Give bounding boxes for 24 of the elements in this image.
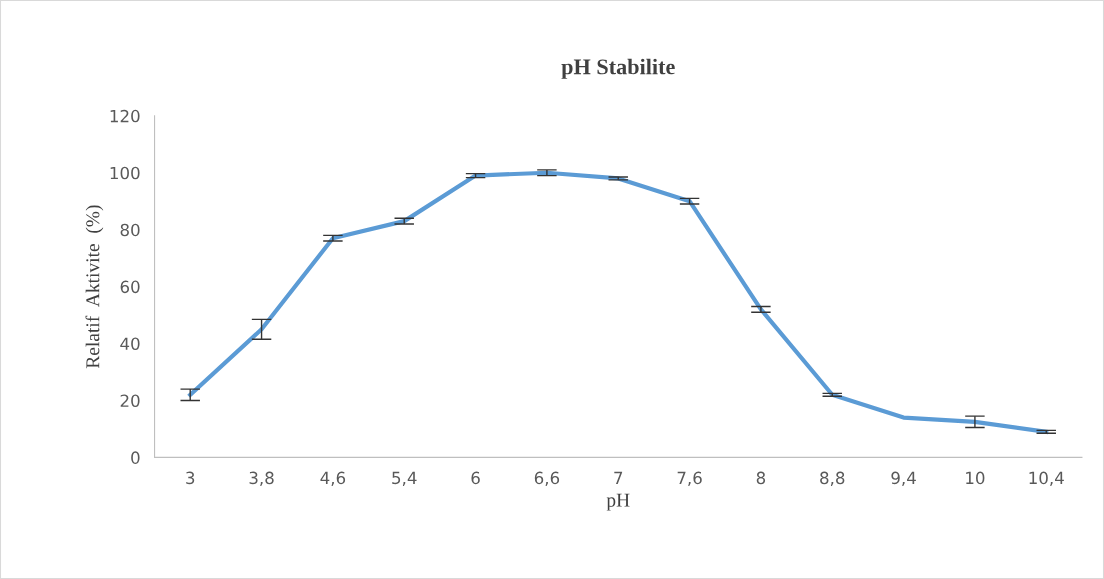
y-axis-title: Relatif Aktivite (%) (85, 205, 104, 369)
y-tick-label: 0 (131, 451, 140, 464)
x-tick-label: 10,4 (1029, 471, 1064, 486)
x-tick-label: 8 (756, 471, 766, 485)
y-tick-label: 60 (120, 280, 140, 294)
x-tick-label: 4,6 (320, 471, 346, 486)
chart-title: pH Stabilite (561, 58, 675, 79)
x-tick-label: 7,6 (677, 471, 702, 486)
y-tick-label: 120 (110, 109, 140, 123)
y-tick-label: 40 (120, 337, 140, 351)
x-tick-label: 6,6 (534, 471, 560, 486)
y-tick-label: 20 (120, 394, 140, 408)
x-tick-label: 3,8 (249, 471, 274, 486)
line-series (188, 170, 1049, 434)
x-tick-label: 8,8 (820, 471, 845, 486)
x-axis-title: pH (606, 493, 630, 511)
y-tick-label: 100 (110, 166, 140, 180)
x-tick-label: 5,4 (392, 471, 417, 486)
y-tick-label: 80 (120, 223, 140, 237)
x-tick-label: 10 (966, 471, 985, 485)
x-tick-label: 6 (471, 471, 480, 485)
x-tick-label: 7 (614, 471, 623, 484)
x-tick-label: 9,4 (891, 471, 916, 486)
x-tick-label: 3 (186, 471, 195, 485)
